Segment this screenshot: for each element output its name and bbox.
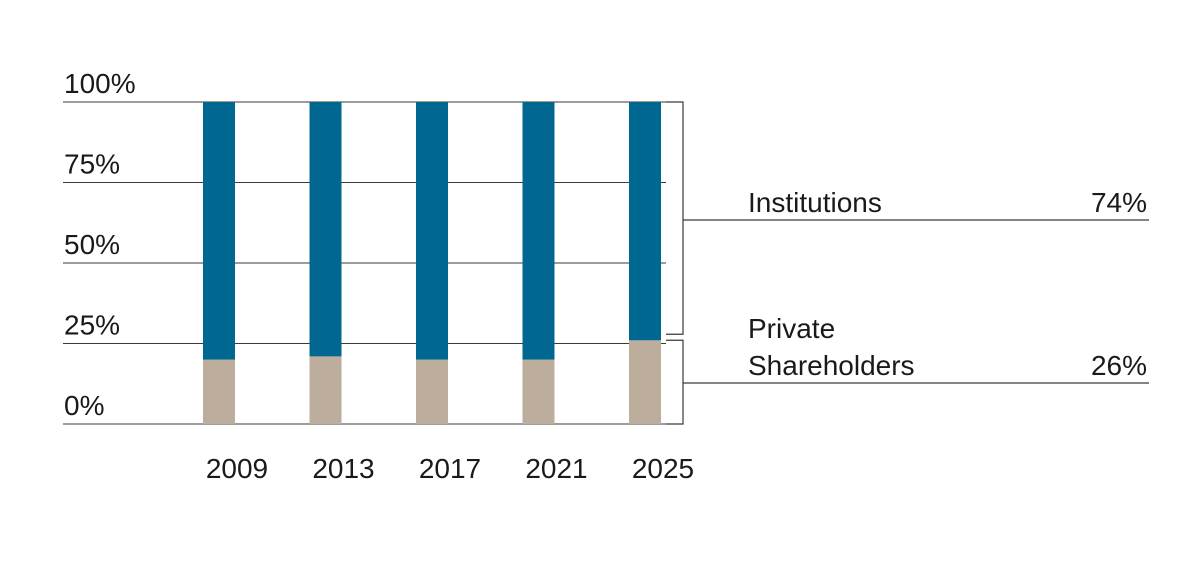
bar-institutions (416, 102, 448, 360)
bracket-private-shareholders (666, 339, 684, 425)
y-tick-label: 75% (64, 149, 120, 180)
bar-private-shareholders (416, 359, 448, 424)
legend-label: Institutions (748, 187, 882, 218)
bar-private-shareholders (203, 359, 235, 424)
bar-institutions (203, 102, 235, 360)
legend-label: Private (748, 313, 835, 344)
bar-private-shareholders (629, 340, 661, 424)
y-tick-label: 0% (64, 390, 104, 421)
y-tick-label: 100% (64, 68, 136, 99)
x-tick-label: 2009 (206, 453, 268, 484)
legend-label: Shareholders (748, 350, 915, 381)
x-axis-labels: 2009 2013 2017 2021 2025 (206, 453, 694, 484)
x-tick-label: 2013 (312, 453, 374, 484)
bar-institutions (309, 102, 342, 357)
bar-institutions (522, 102, 555, 360)
y-tick-label: 25% (64, 310, 120, 341)
y-axis-ticks: 0% 25% 50% 75% 100% (64, 68, 136, 421)
bar-private-shareholders (309, 356, 342, 424)
bars (203, 102, 661, 424)
gridlines (63, 101, 666, 425)
legend: Institutions 74% Private Shareholders 26% (666, 101, 1149, 425)
x-tick-label: 2021 (525, 453, 587, 484)
legend-value: 26% (1091, 350, 1147, 381)
x-tick-label: 2017 (419, 453, 481, 484)
bar-institutions (629, 102, 661, 341)
legend-value: 74% (1091, 187, 1147, 218)
bar-private-shareholders (522, 359, 555, 424)
y-tick-label: 50% (64, 229, 120, 260)
bracket-institutions (666, 101, 684, 335)
x-tick-label: 2025 (632, 453, 694, 484)
